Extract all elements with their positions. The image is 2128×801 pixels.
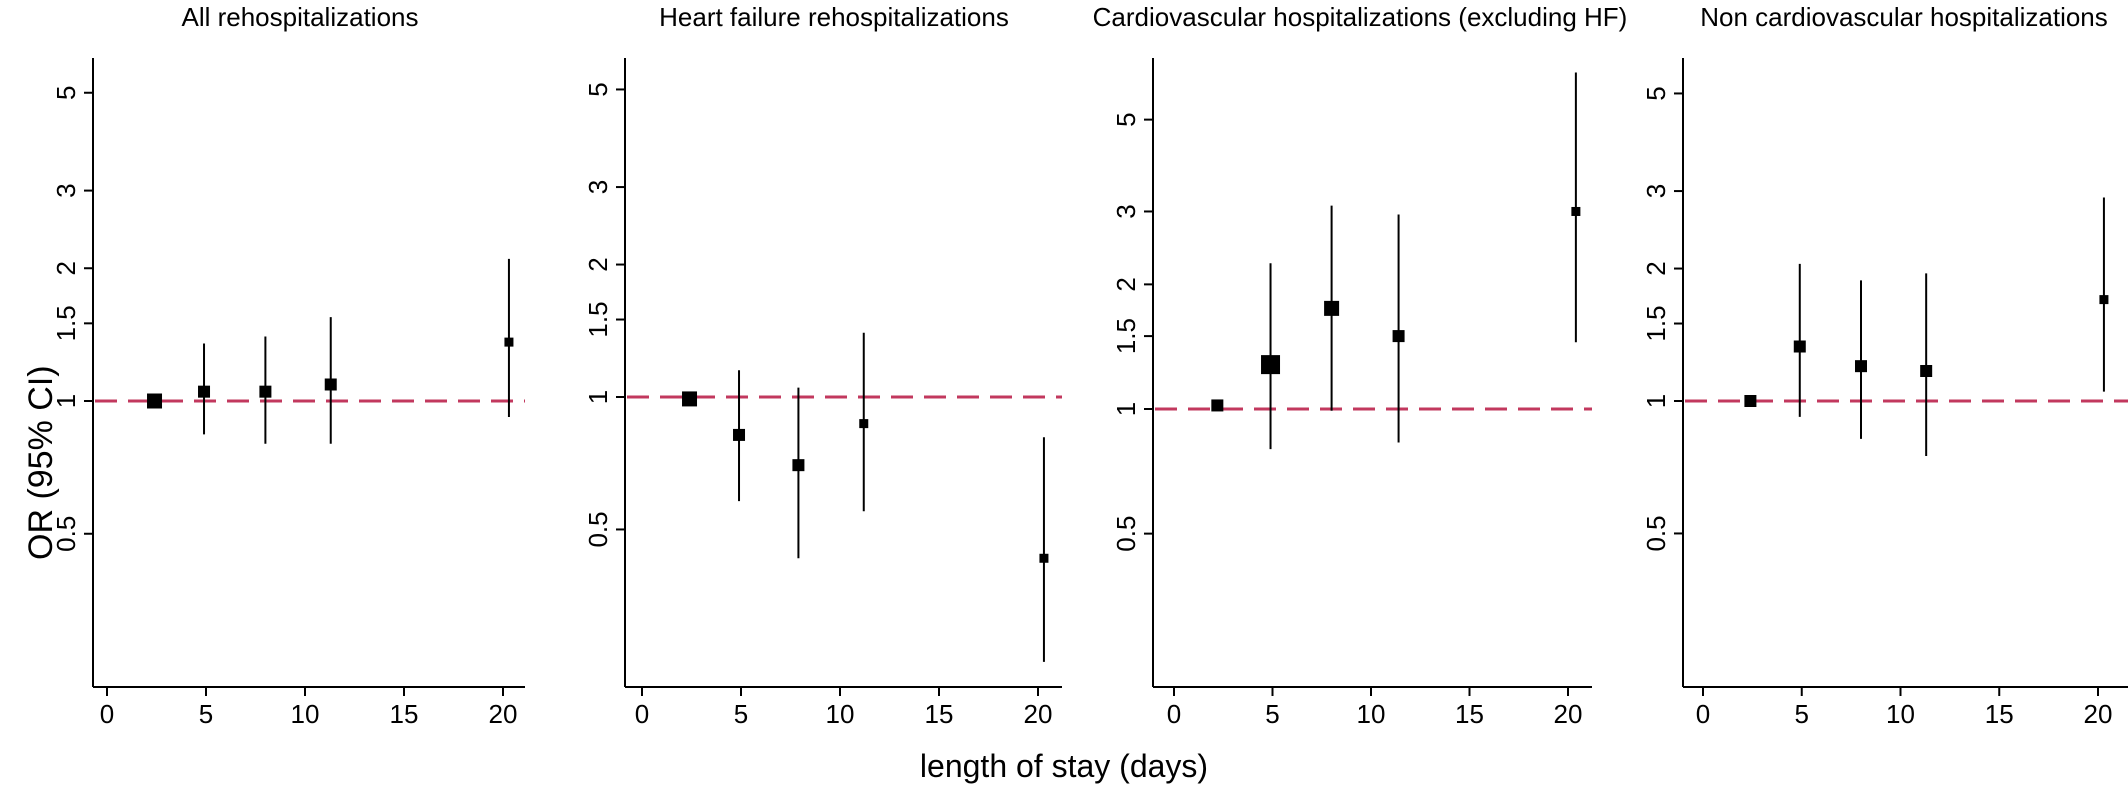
or-marker (1261, 355, 1281, 375)
x-tick-label: 5 (199, 699, 213, 729)
x-tick-label: 10 (1357, 699, 1386, 729)
x-tick-label: 15 (390, 699, 419, 729)
panel-title: Heart failure rehospitalizations (659, 2, 1009, 32)
x-tick-label: 20 (2084, 699, 2113, 729)
x-tick-label: 10 (1886, 699, 1915, 729)
or-marker (1855, 360, 1867, 373)
panel-title: Cardiovascular hospitalizations (excludi… (1093, 2, 1628, 32)
or-marker (792, 459, 805, 472)
y-tick-label: 1.5 (1111, 318, 1141, 354)
x-tick-label: 0 (1167, 699, 1181, 729)
x-tick-label: 15 (1985, 699, 2014, 729)
x-tick-label: 0 (635, 699, 649, 729)
y-tick-label: 0.5 (51, 516, 81, 552)
y-tick-label: 5 (1641, 86, 1671, 100)
y-tick-label: 1 (1641, 394, 1671, 408)
y-axis-label: OR (95% CI) (22, 365, 60, 560)
x-tick-label: 10 (826, 699, 855, 729)
x-tick-label: 20 (1024, 699, 1053, 729)
or-marker (324, 378, 337, 391)
y-tick-label: 1.5 (583, 301, 613, 337)
or-marker (198, 385, 211, 398)
y-tick-label: 2 (51, 261, 81, 275)
y-tick-label: 5 (51, 86, 81, 100)
x-tick-label: 5 (1265, 699, 1279, 729)
y-tick-label: 5 (1111, 112, 1141, 126)
y-tick-label: 2 (1641, 261, 1671, 275)
y-tick-label: 0.5 (1641, 515, 1671, 551)
or-marker (733, 428, 746, 441)
y-tick-label: 1 (583, 390, 613, 404)
x-tick-label: 0 (100, 699, 114, 729)
y-tick-label: 0.5 (1111, 516, 1141, 552)
x-axis-label: length of stay (days) (919, 748, 1209, 784)
y-tick-label: 2 (583, 257, 613, 271)
or-marker (504, 337, 514, 347)
panel-title: Non cardiovascular hospitalizations (1700, 2, 2108, 32)
x-tick-label: 15 (925, 699, 954, 729)
or-marker (147, 393, 163, 409)
y-tick-label: 3 (1111, 204, 1141, 218)
x-tick-label: 5 (734, 699, 748, 729)
or-marker (2099, 295, 2109, 305)
or-marker (682, 391, 698, 407)
y-tick-label: 3 (51, 183, 81, 197)
or-marker (1920, 364, 1933, 377)
y-tick-label: 0.5 (583, 511, 613, 547)
x-tick-label: 20 (489, 699, 518, 729)
or-marker (1744, 395, 1757, 407)
or-marker (1793, 340, 1806, 353)
x-tick-label: 10 (291, 699, 320, 729)
y-tick-label: 5 (583, 82, 613, 96)
y-tick-label: 3 (583, 180, 613, 194)
or-marker (1039, 553, 1049, 563)
x-tick-label: 5 (1795, 699, 1809, 729)
y-tick-label: 1 (1111, 402, 1141, 416)
or-marker (1571, 206, 1581, 216)
y-tick-label: 2 (1111, 277, 1141, 291)
y-tick-label: 1 (51, 394, 81, 408)
or-marker (859, 419, 869, 429)
or-marker (1392, 330, 1405, 343)
x-tick-label: 15 (1455, 699, 1484, 729)
x-tick-label: 20 (1554, 699, 1583, 729)
y-tick-label: 1.5 (51, 305, 81, 341)
y-tick-label: 1.5 (1641, 305, 1671, 341)
y-tick-label: 3 (1641, 184, 1671, 198)
panel-title: All rehospitalizations (181, 2, 418, 32)
or-marker (1211, 399, 1224, 412)
x-tick-label: 0 (1696, 699, 1710, 729)
or-marker (259, 385, 272, 398)
or-marker (1324, 300, 1340, 316)
